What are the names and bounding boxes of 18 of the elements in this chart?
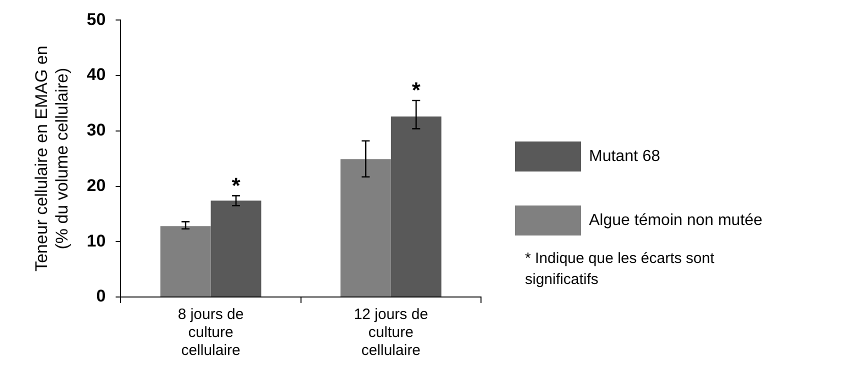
y-tick-label: 30 [86, 120, 106, 140]
text: * Indique que les écarts sont significatifs [525, 249, 716, 290]
x-tick-label: 8 jours de culture cellulaire [178, 306, 244, 360]
bar [340, 159, 391, 296]
x-tick-label: 12 jours de culture cellulaire [354, 306, 428, 360]
bar [160, 226, 211, 296]
y-tick-label: 10 [86, 231, 106, 250]
y-tick-label: 40 [86, 65, 106, 84]
legend-label: Algue témoin non mutée [589, 212, 763, 229]
y-tick-label: 0 [96, 286, 106, 306]
bar [390, 116, 442, 296]
legend-label: Mutant 68 [589, 148, 660, 165]
bar [210, 200, 262, 296]
y-tick-label: 50 [86, 10, 106, 29]
y-axis-title: Teneur cellulaire en EMAG en (% du volume cellulaire) [32, 46, 72, 272]
annotation: * [232, 172, 241, 198]
y-tick-label: 20 [86, 176, 106, 195]
annotation: * [412, 78, 421, 103]
